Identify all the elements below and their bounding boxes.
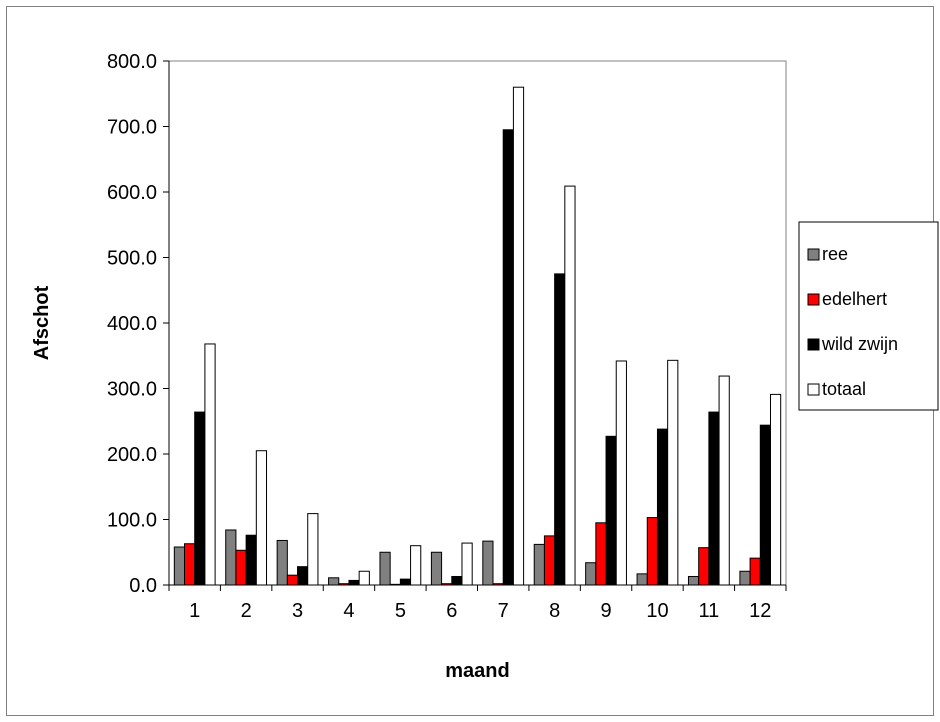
bar-wild-zwijn-2	[245, 534, 257, 586]
legend-swatch-totaal	[807, 383, 820, 396]
y-tick-label: 600.0	[107, 182, 157, 204]
bar-totaal-4	[358, 570, 370, 586]
bar-totaal-8	[564, 185, 576, 586]
bar-edelhert-8	[543, 535, 556, 586]
bar-totaal-2	[255, 450, 268, 586]
x-tick-label: 3	[292, 600, 303, 622]
y-tick-label: 300.0	[107, 379, 157, 401]
y-tick-label: 800.0	[107, 51, 157, 73]
bar-ree-12	[739, 570, 751, 586]
bar-ree-7	[482, 540, 494, 586]
legend-swatch-edelhert	[807, 293, 820, 306]
x-tick-label: 6	[446, 600, 457, 622]
plot-area	[168, 60, 787, 586]
x-tick-label: 5	[395, 600, 406, 622]
x-tick-label: 9	[600, 600, 611, 622]
bar-ree-2	[225, 529, 237, 586]
y-tick-label: 700.0	[107, 117, 157, 139]
bar-edelhert-4	[338, 583, 350, 586]
x-tick-label: 8	[549, 600, 560, 622]
bar-wild-zwijn-10	[656, 428, 669, 586]
bar-wild-zwijn-3	[297, 566, 309, 586]
legend	[798, 221, 939, 411]
bar-ree-3	[276, 539, 288, 586]
bar-wild-zwijn-11	[708, 411, 720, 586]
bar-wild-zwijn-6	[451, 575, 463, 586]
x-tick-label: 11	[698, 600, 719, 622]
bar-edelhert-6	[441, 583, 453, 586]
bar-ree-4	[328, 577, 340, 586]
bar-wild-zwijn-12	[759, 424, 771, 586]
bar-wild-zwijn-8	[554, 273, 566, 586]
x-tick-label: 7	[498, 600, 509, 622]
bar-totaal-7	[512, 86, 525, 586]
bar-ree-1	[173, 546, 186, 586]
bar-edelhert-11	[698, 547, 710, 586]
legend-label-edelhert: edelhert	[822, 289, 887, 309]
y-axis-title: Afschot	[31, 285, 53, 360]
bar-edelhert-7	[492, 583, 504, 586]
bar-totaal-9	[615, 360, 627, 586]
x-tick-label: 10	[646, 600, 668, 622]
bar-ree-6	[430, 551, 443, 586]
bar-ree-11	[687, 575, 700, 586]
y-tick-label: 400.0	[107, 313, 157, 335]
bar-edelhert-5	[389, 583, 401, 586]
bar-wild-zwijn-7	[502, 129, 514, 586]
x-axis-title: maand	[445, 660, 509, 682]
bar-ree-10	[636, 573, 648, 586]
y-tick-label: 500.0	[107, 248, 157, 270]
legend-label-wild-zwijn: wild zwijn	[821, 334, 898, 354]
legend-label-ree: ree	[822, 244, 848, 264]
legend-label-totaal: totaal	[822, 379, 866, 399]
x-tick-label: 12	[749, 600, 771, 622]
bar-totaal-11	[718, 375, 730, 586]
y-tick-label: 200.0	[107, 444, 157, 466]
y-tick-label: 100.0	[107, 510, 157, 532]
x-tick-label: 4	[343, 600, 354, 622]
bar-ree-5	[379, 551, 391, 586]
x-tick-label: 2	[241, 600, 252, 622]
legend-swatch-wild-zwijn	[807, 338, 820, 351]
bar-ree-8	[533, 543, 545, 586]
bar-edelhert-2	[235, 549, 247, 586]
bar-ree-9	[585, 562, 597, 586]
bar-wild-zwijn-4	[348, 579, 360, 586]
y-tick-label: 0.0	[129, 575, 157, 597]
bar-totaal-10	[667, 359, 679, 586]
bar-edelhert-10	[646, 517, 658, 586]
bar-totaal-5	[410, 545, 422, 586]
bar-totaal-6	[461, 542, 473, 586]
bar-totaal-3	[307, 513, 319, 586]
bar-wild-zwijn-5	[399, 578, 412, 586]
bar-totaal-1	[204, 343, 216, 586]
bar-edelhert-1	[184, 543, 196, 586]
bar-wild-zwijn-9	[605, 435, 617, 586]
bar-edelhert-12	[749, 557, 761, 586]
bar-totaal-12	[769, 393, 782, 586]
bar-edelhert-9	[595, 522, 607, 586]
bar-wild-zwijn-1	[194, 411, 206, 586]
x-tick-label: 1	[189, 600, 200, 622]
legend-swatch-ree	[807, 248, 820, 261]
bar-edelhert-3	[286, 574, 299, 586]
